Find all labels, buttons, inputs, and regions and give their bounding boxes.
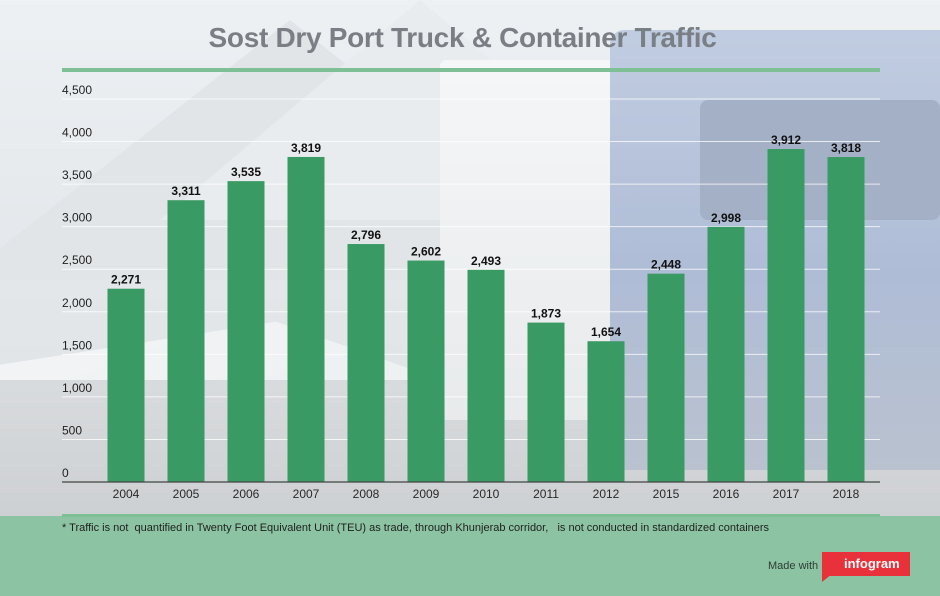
- chart-bottom-rule: [62, 514, 880, 517]
- data-label: 2,796: [351, 228, 381, 242]
- bar: [527, 322, 565, 482]
- data-label: 3,535: [231, 165, 261, 179]
- y-tick-label: 2,500: [62, 253, 92, 267]
- data-label: 2,271: [111, 273, 141, 287]
- data-label: 3,818: [831, 141, 861, 155]
- x-tick-label: 2016: [713, 487, 740, 501]
- data-label: 1,654: [591, 325, 621, 339]
- data-label: 3,311: [171, 184, 201, 198]
- x-tick-label: 2018: [833, 487, 860, 501]
- data-label: 2,602: [411, 245, 441, 259]
- data-label: 2,448: [651, 258, 681, 272]
- y-tick-label: 3,500: [62, 168, 92, 182]
- made-with-label: Made with: [768, 560, 819, 572]
- title-underline: [62, 68, 880, 72]
- y-tick-label: 0: [62, 466, 69, 480]
- data-label: 1,873: [531, 307, 561, 321]
- bar: [287, 156, 325, 482]
- x-tick-label: 2006: [233, 487, 260, 501]
- bar: [647, 273, 685, 482]
- bar: [347, 244, 385, 482]
- bar: [407, 260, 445, 482]
- bar: [827, 157, 865, 482]
- chart-title: Sost Dry Port Truck & Container Traffic: [208, 22, 717, 53]
- y-tick-label: 1,000: [62, 381, 92, 395]
- data-label: 3,819: [291, 141, 321, 155]
- bar: [467, 269, 505, 482]
- truck-window-shape: [700, 100, 940, 220]
- bar: [167, 200, 205, 482]
- y-tick-label: 4,000: [62, 126, 92, 140]
- logo-tail: [822, 574, 832, 582]
- logo-badge: [822, 552, 910, 576]
- y-tick-label: 4,500: [62, 83, 92, 97]
- x-tick-label: 2017: [773, 487, 800, 501]
- y-tick-label: 3,000: [62, 211, 92, 225]
- y-tick-label: 1,500: [62, 338, 92, 352]
- data-label: 2,493: [471, 254, 501, 268]
- x-tick-label: 2015: [653, 487, 680, 501]
- x-tick-label: 2004: [113, 487, 140, 501]
- bar-chart: 0 500 1,000 1,500 2,000 2,500 3,000 3,500 4,000 4…: [62, 83, 880, 501]
- bar: [107, 288, 145, 482]
- x-tick-label: 2010: [473, 487, 500, 501]
- x-tick-label: 2009: [413, 487, 440, 501]
- bar: [767, 149, 805, 482]
- logo-text: infogram: [844, 556, 900, 571]
- footer-band: [0, 516, 940, 596]
- x-tick-label: 2008: [353, 487, 380, 501]
- x-tick-label: 2011: [533, 487, 559, 501]
- bar: [707, 226, 745, 482]
- footnote: * Traffic is not quantified in Twenty Fo…: [62, 522, 770, 534]
- bar: [587, 341, 625, 482]
- infogram-logo[interactable]: infogram: [822, 552, 910, 582]
- x-tick-label: 2007: [293, 487, 320, 501]
- y-tick-label: 2,000: [62, 296, 92, 310]
- data-label: 3,912: [771, 133, 801, 147]
- x-tick-label: 2012: [593, 487, 620, 501]
- bar: [227, 181, 265, 483]
- data-label: 2,998: [711, 211, 741, 225]
- x-tick-label: 2005: [173, 487, 200, 501]
- y-tick-label: 500: [62, 423, 82, 437]
